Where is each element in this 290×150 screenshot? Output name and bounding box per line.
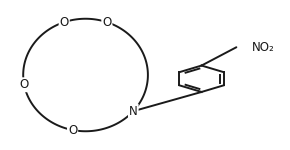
Text: O: O [19,78,29,91]
Text: O: O [68,123,77,136]
Text: O: O [102,16,111,29]
Text: N: N [129,105,138,118]
Text: NO₂: NO₂ [252,41,275,54]
Text: O: O [60,16,69,29]
